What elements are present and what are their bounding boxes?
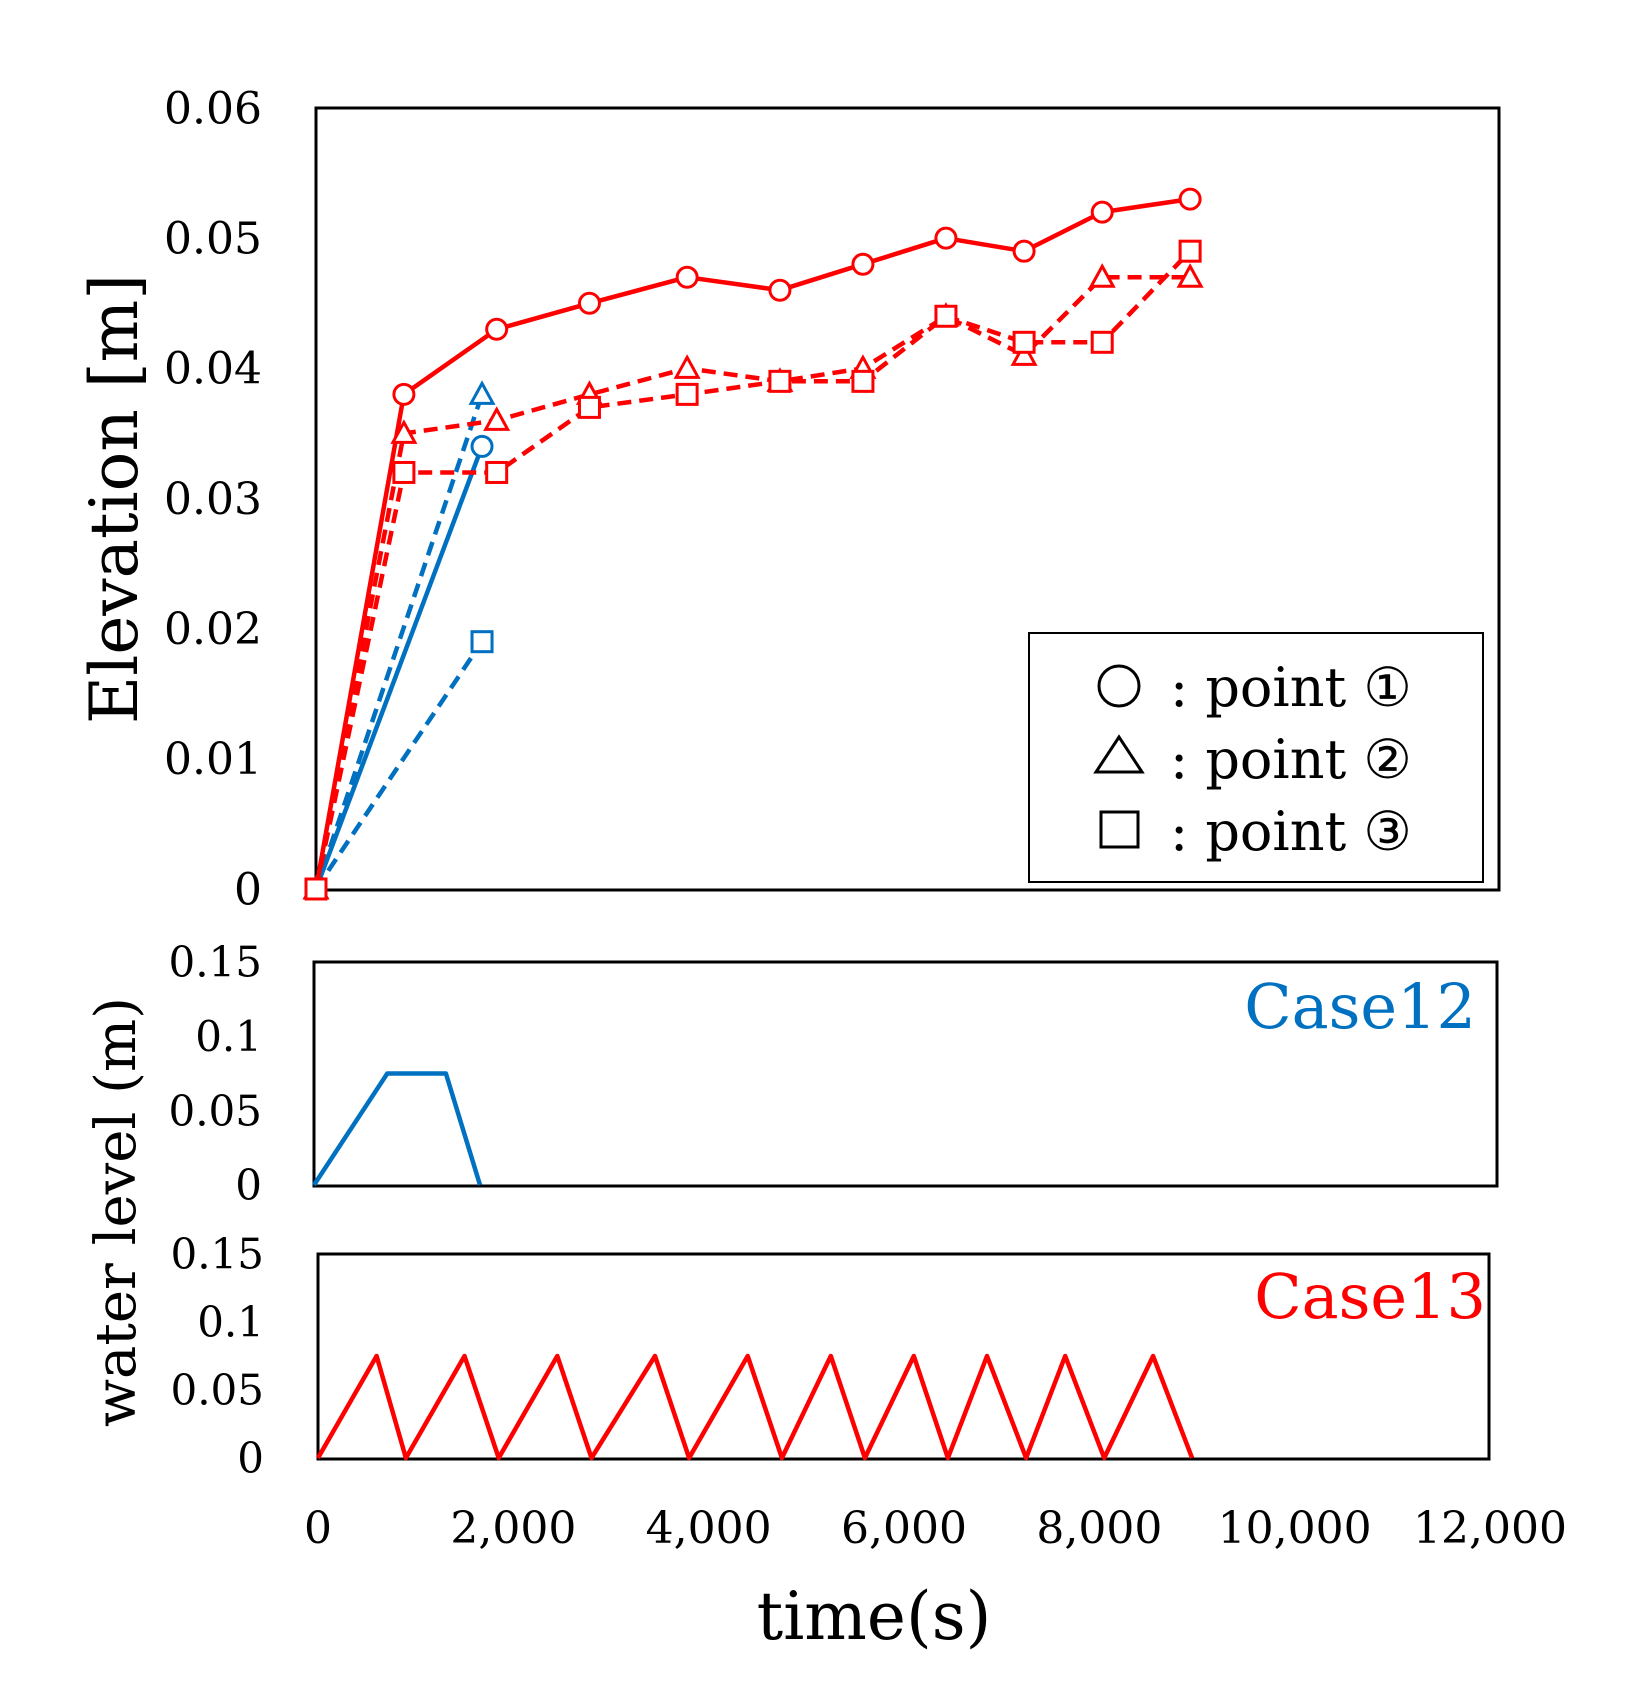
elevation-y-axis-label: Elevation [m] [76, 274, 153, 724]
case13-y-tick-label: 0.05 [170, 1366, 264, 1415]
square-data-point [1090, 330, 1114, 354]
x-tick-label: 2,000 [450, 1503, 576, 1554]
case12-y-tick-label: 0.05 [168, 1086, 262, 1135]
square-data-point [934, 304, 958, 328]
water-level-y-axis-label: water level (m) [84, 997, 149, 1427]
elevation-y-tick-label: 0.04 [164, 344, 262, 395]
case12-series-line [312, 1071, 483, 1187]
square-data-point [675, 382, 699, 406]
square-data-point [851, 369, 875, 393]
square-data-point [768, 369, 792, 393]
time-x-axis-label: time(s) [757, 1578, 992, 1655]
case13-y-ticks: 0 0.05 0.1 0.15 [170, 1230, 264, 1483]
circle-data-point [1090, 200, 1114, 224]
x-tick-label: 8,000 [1036, 1503, 1162, 1554]
circle-data-point [675, 265, 699, 289]
square-data-point [304, 877, 328, 901]
circle-data-point [768, 278, 792, 302]
case12-y-ticks: 0 0.05 0.1 0.15 [168, 938, 262, 1210]
circle-data-point [470, 434, 494, 458]
elevation-series-line-3 [314, 640, 484, 891]
legend-triangle-marker [1093, 734, 1145, 774]
elevation-y-tick-label: 0.06 [164, 83, 262, 134]
case13-series-line-1 [316, 1353, 1195, 1461]
elevation-y-tick-label: 0.02 [164, 604, 262, 655]
elevation-y-tick-label: 0.03 [164, 474, 262, 525]
case13-y-tick-label: 0 [237, 1434, 264, 1483]
case12-annotation: Case12 [1244, 970, 1476, 1043]
case13-annotation: Case13 [1254, 1260, 1486, 1333]
elevation-plot-frame [314, 106, 1501, 892]
legend: : point ① : point ② : point ③ [1028, 632, 1484, 883]
elevation-series-markers [302, 187, 1204, 901]
legend-label-point-1: : point ① [1170, 656, 1412, 719]
elevation-y-ticks: 0 0.01 0.02 0.03 0.04 0.05 0.06 [164, 83, 262, 915]
legend-square-marker [1099, 810, 1140, 849]
legend-label-point-3: : point ③ [1170, 800, 1412, 863]
circle-data-point [851, 252, 875, 276]
circle-data-point [934, 226, 958, 250]
case13-y-tick-label: 0.15 [170, 1230, 264, 1279]
square-data-point [1178, 239, 1202, 263]
square-data-point [485, 460, 509, 484]
x-tick-label: 0 [304, 1503, 332, 1554]
circle-data-point [1012, 239, 1036, 263]
elevation-series-line-1 [313, 445, 485, 890]
legend-label-point-2: : point ② [1170, 728, 1412, 791]
case12-series-line-1 [312, 1071, 483, 1187]
case13-series-line [316, 1353, 1195, 1461]
triangle-data-point [468, 380, 496, 405]
triangle-data-point [483, 406, 511, 431]
legend-circle-marker [1097, 664, 1141, 708]
elevation-y-tick-label: 0 [234, 864, 262, 915]
square-data-point [577, 395, 601, 419]
square-data-point [470, 630, 494, 654]
case13-y-tick-label: 0.1 [197, 1298, 264, 1347]
triangle-data-point [1176, 263, 1204, 288]
triangle-data-point [1010, 341, 1038, 366]
square-data-point [392, 460, 416, 484]
circle-data-point [392, 382, 416, 406]
circle-data-point [577, 291, 601, 315]
square-data-point [1012, 330, 1036, 354]
case13-plot-frame [316, 1252, 1491, 1461]
circle-data-point [1178, 187, 1202, 211]
case12-plot-frame [312, 960, 1499, 1188]
triangle-data-point [390, 419, 418, 444]
case12-y-tick-label: 0 [235, 1161, 262, 1210]
elevation-y-tick-label: 0.01 [164, 734, 262, 785]
elevation-y-tick-label: 0.05 [164, 214, 262, 265]
case12-y-tick-label: 0.1 [195, 1012, 262, 1061]
time-x-ticks: 0 2,000 4,000 6,000 8,000 10,000 12,000 [304, 1503, 1567, 1554]
x-tick-label: 6,000 [841, 1503, 967, 1554]
x-tick-label: 10,000 [1218, 1503, 1372, 1554]
case12-y-tick-label: 0.15 [168, 938, 262, 987]
x-tick-label: 12,000 [1413, 1503, 1567, 1554]
triangle-data-point [673, 354, 701, 379]
x-tick-label: 4,000 [646, 1503, 772, 1554]
triangle-data-point [1088, 263, 1116, 288]
circle-data-point [485, 317, 509, 341]
